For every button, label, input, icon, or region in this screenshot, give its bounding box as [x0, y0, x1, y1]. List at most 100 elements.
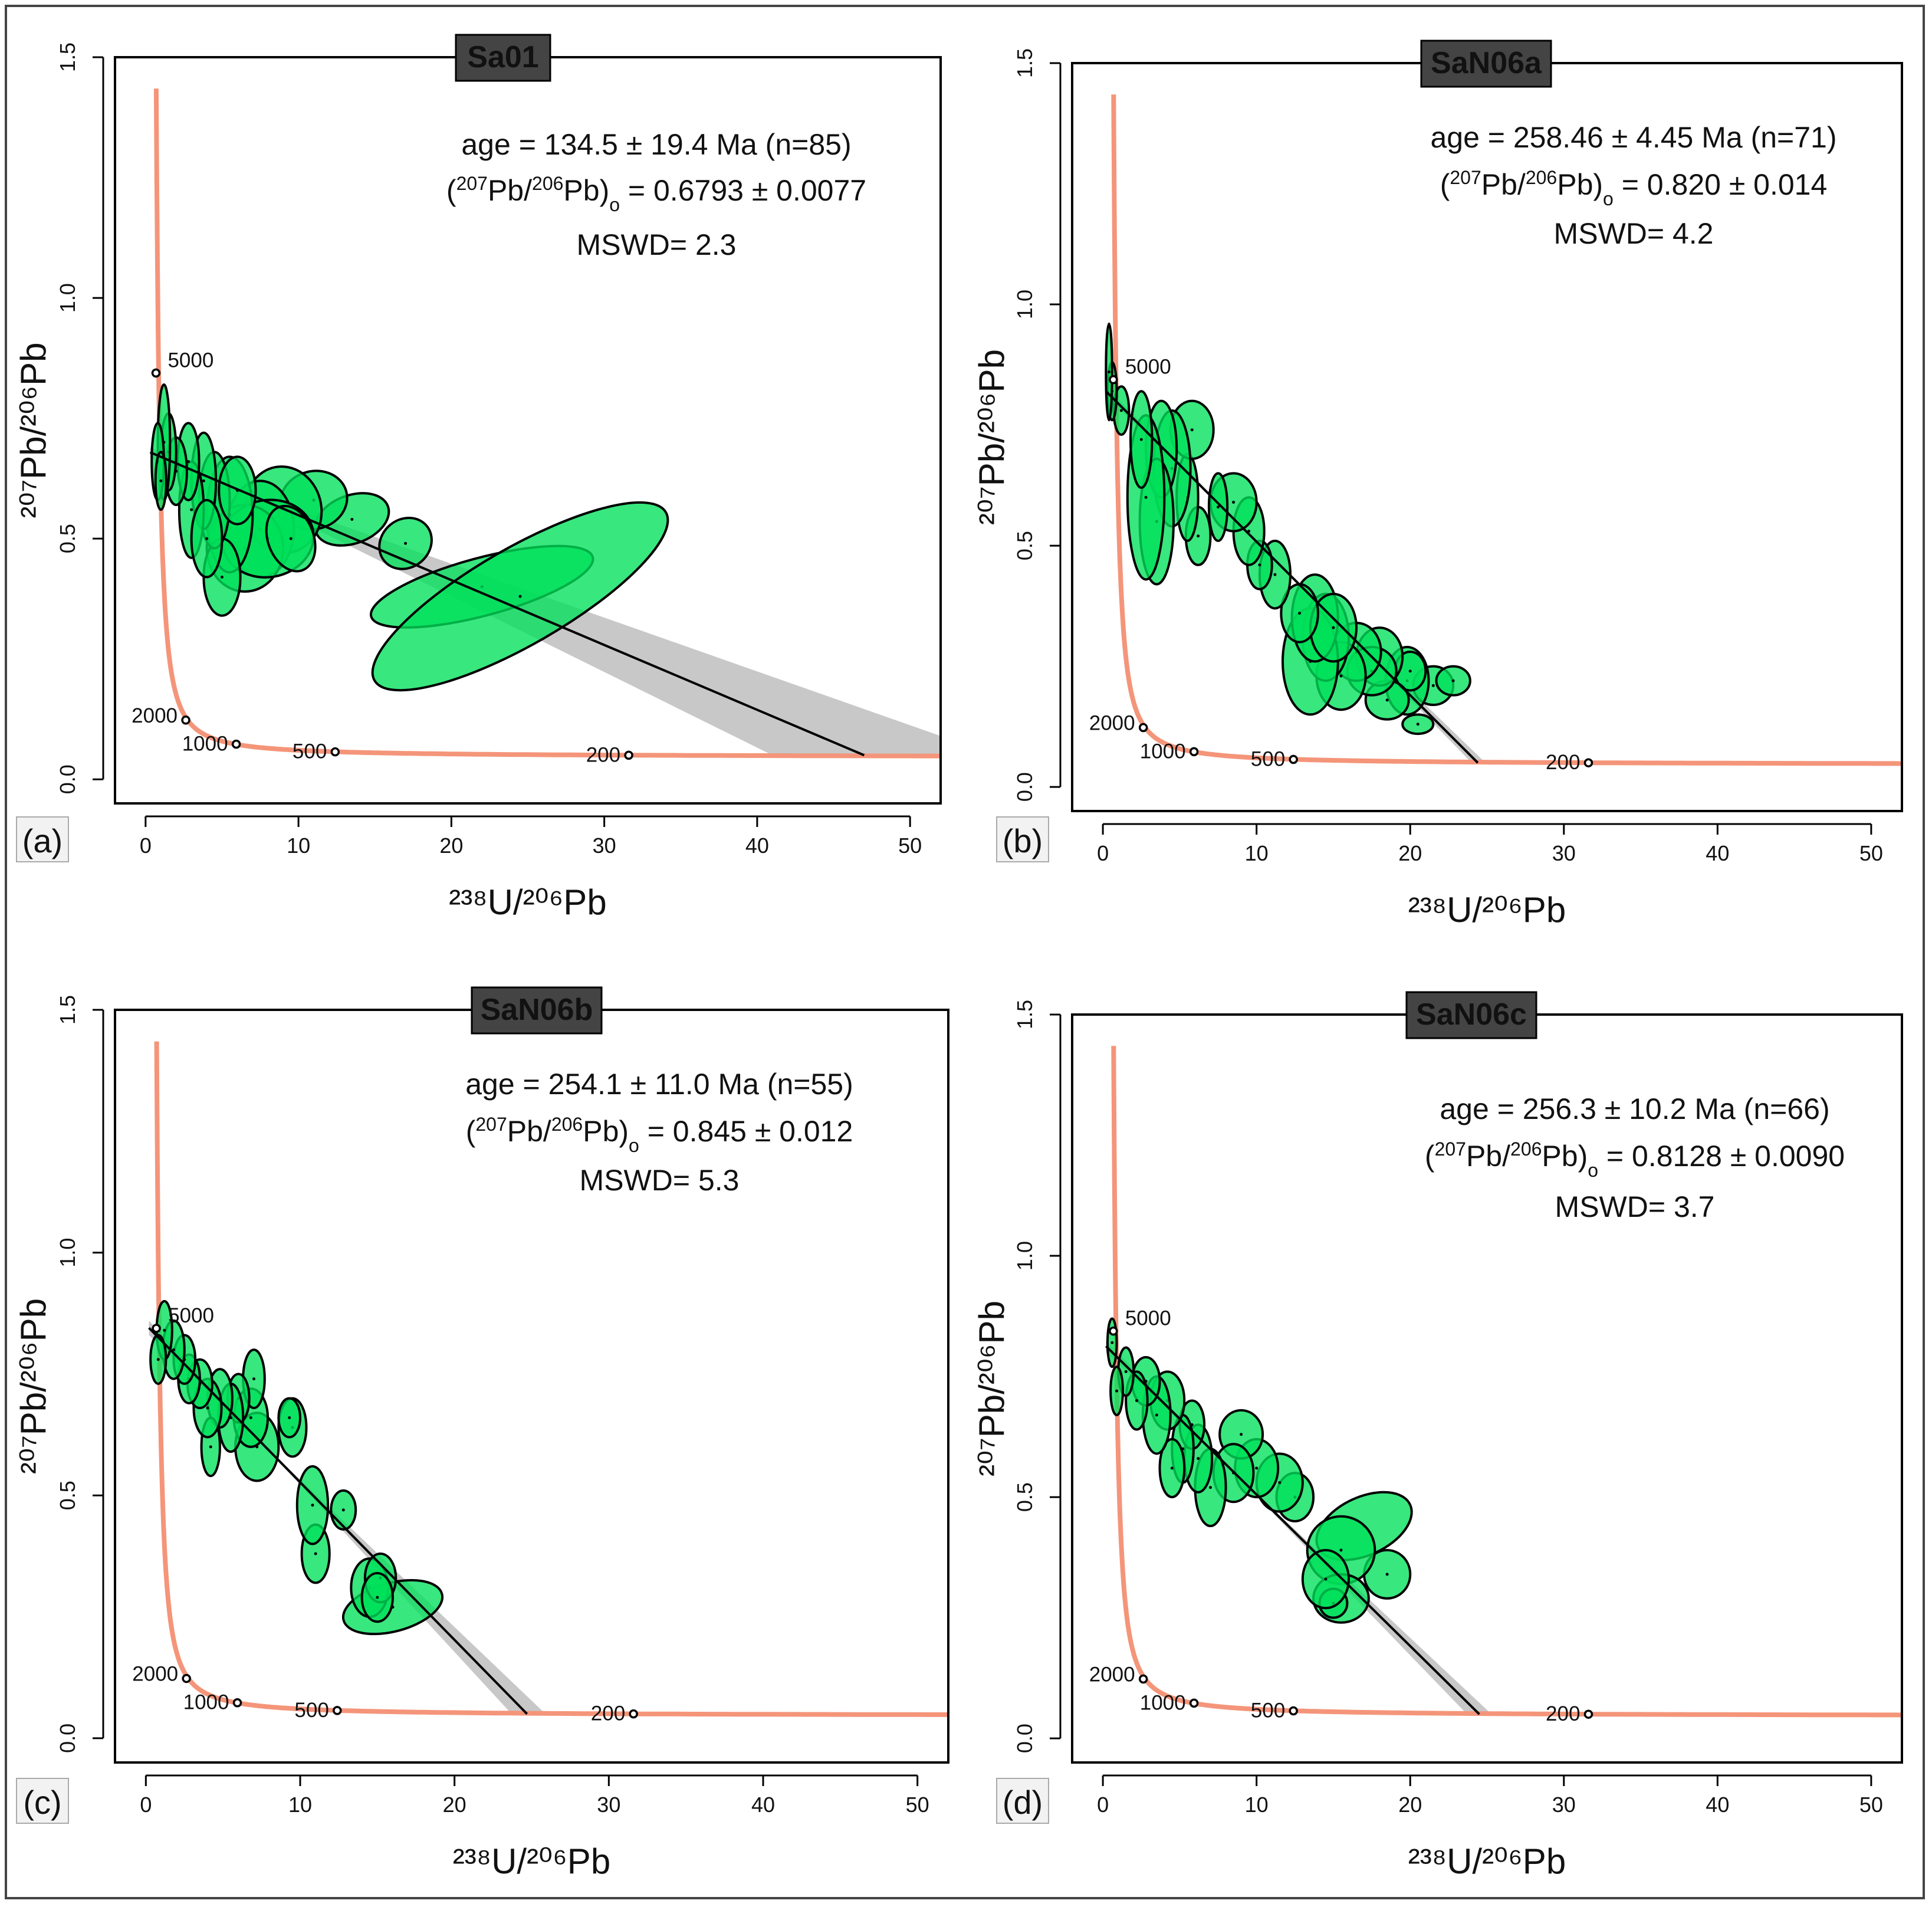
ellipse-center-point: [163, 1328, 166, 1332]
concordia-curve: [153, 88, 941, 759]
concordia-age-label: 2000: [132, 704, 178, 727]
ellipse-center-point: [1431, 684, 1435, 687]
y-tick-label: 0.5: [55, 524, 80, 553]
y-axis-label: ²⁰⁷Pb/²⁰⁶Pb: [972, 1301, 1011, 1476]
intercept-value: = 0.6793 ± 0.0077: [620, 174, 866, 207]
intercept-sub: o: [1603, 188, 1614, 209]
panel-label-box: [16, 816, 69, 862]
concordia-age-marker: [1289, 1706, 1298, 1716]
x-tick-label: 20: [443, 1793, 466, 1817]
intercept-pb: Pb): [583, 1115, 629, 1148]
concordia-age-label: 1000: [183, 1691, 229, 1714]
x-tick-label: 10: [1245, 1793, 1269, 1817]
ellipse-center-point: [190, 508, 193, 511]
x-tick-label: 50: [1859, 841, 1883, 865]
concordia-age-label: 5000: [1125, 356, 1171, 379]
plot-frame: [1071, 1013, 1903, 1764]
x-tick-label: 30: [597, 1793, 620, 1817]
intercept-prefix: (: [1425, 1140, 1435, 1173]
intercept-mid: Pb/: [1481, 168, 1526, 201]
ellipse-center-point: [1190, 428, 1194, 432]
intercept-sup1: 207: [475, 1114, 507, 1135]
concordia-age-label: 2000: [1089, 1663, 1135, 1686]
ellipse-center-point: [206, 1406, 209, 1410]
ellipse-center-point: [1170, 1466, 1174, 1470]
ellipse-center-point: [1339, 1548, 1343, 1552]
y-axis-label: ²⁰⁷Pb/²⁰⁶Pb: [972, 349, 1011, 525]
y-tick-label: 0.0: [55, 1724, 80, 1753]
intercept-annotation: (207Pb/206Pb)o = 0.845 ± 0.012: [466, 1114, 853, 1156]
regression-line: [149, 451, 865, 757]
intercept-value: = 0.845 ± 0.012: [639, 1115, 853, 1148]
intercept-value: = 0.820 ± 0.014: [1614, 168, 1827, 201]
y-tick-label: 1.5: [55, 995, 80, 1025]
sample-title: SaN06b: [481, 993, 593, 1027]
ellipse-center-point: [220, 575, 224, 579]
ellipse-center-point: [252, 1377, 255, 1381]
intercept-sup1: 207: [1435, 1138, 1466, 1160]
ellipse-center-point: [1278, 1481, 1282, 1485]
concordia-age-marker: [181, 715, 190, 725]
concordia-age-marker: [1289, 754, 1298, 764]
y-tick-label: 1.5: [1013, 1000, 1037, 1029]
intercept-pb: Pb): [1542, 1140, 1588, 1173]
concordia-age-label: 200: [591, 1702, 625, 1725]
y-tick-label: 0.5: [1013, 531, 1037, 560]
concordia-age-marker: [1189, 1698, 1199, 1708]
x-tick-label: 50: [898, 833, 922, 858]
ellipse-center-point: [1115, 1389, 1119, 1393]
ellipse-center-point: [1124, 1370, 1128, 1373]
sample-title: SaN06c: [1416, 997, 1527, 1032]
ellipse-center-point: [205, 537, 209, 540]
x-axis-label: ²³⁸U/²⁰⁶Pb: [1408, 1842, 1566, 1881]
y-tick-label: 1.0: [1013, 1241, 1037, 1271]
concordia-age-marker: [1138, 1674, 1148, 1684]
plot-area: [1105, 94, 1902, 766]
x-axis-label: ²³⁸U/²⁰⁶Pb: [449, 882, 606, 922]
intercept-sup2: 206: [532, 173, 563, 194]
ellipse-center-point: [1339, 674, 1343, 678]
plot-frame: [114, 56, 942, 805]
plot-area: [149, 88, 941, 759]
ellipse-center-point: [1135, 1399, 1138, 1402]
ellipse-center-point: [1255, 1466, 1259, 1470]
figure-frame: [5, 5, 1925, 1899]
ellipse-center-point: [288, 1416, 291, 1420]
x-tick-label: 20: [1398, 1793, 1422, 1817]
x-tick-label: 50: [906, 1793, 929, 1817]
ellipse-center-point: [289, 537, 293, 540]
ellipse-center-point: [1385, 698, 1389, 702]
panel-label-box: [16, 1778, 69, 1824]
intercept-sup1: 207: [1450, 167, 1481, 188]
mswd-annotation: MSWD= 3.7: [1555, 1190, 1715, 1223]
x-tick-label: 40: [745, 833, 769, 858]
ellipse-center-point: [1110, 1341, 1114, 1344]
sample-title: Sa01: [467, 40, 538, 74]
x-axis-label: ²³⁸U/²⁰⁶Pb: [453, 1842, 610, 1881]
ellipse-center-point: [311, 1504, 314, 1507]
concordia-age-marker: [1583, 758, 1593, 767]
regression-line: [1105, 390, 1479, 764]
mswd-annotation: MSWD= 2.3: [577, 228, 737, 261]
concordia-age-label: 500: [1251, 747, 1285, 770]
concordia-age-label: 5000: [168, 1304, 214, 1327]
ellipse-center-point: [376, 1596, 379, 1599]
y-axis-label: ²⁰⁷Pb/²⁰⁶Pb: [14, 1298, 53, 1474]
x-tick-label: 0: [1097, 841, 1109, 865]
y-axis-label: ²⁰⁷Pb/²⁰⁶Pb: [14, 343, 53, 518]
concordia-age-label: 200: [1546, 751, 1580, 774]
ellipse-center-point: [1197, 534, 1200, 538]
concordia-age-marker: [333, 1706, 342, 1715]
concordia-age-marker: [1109, 375, 1118, 385]
x-tick-label: 30: [1552, 1793, 1576, 1817]
concordia-age-label: 5000: [1125, 1307, 1171, 1330]
age-annotation: age = 254.1 ± 11.0 Ma (n=55): [465, 1068, 853, 1101]
ellipse-center-point: [209, 1445, 212, 1449]
x-tick-label: 30: [1552, 841, 1576, 865]
intercept-mid: Pb/: [1466, 1140, 1510, 1173]
ellipse-center-point: [159, 479, 163, 483]
concordia-age-label: 200: [586, 743, 620, 766]
panel-label: (c): [23, 1784, 61, 1821]
panel-label-box: [996, 816, 1049, 862]
